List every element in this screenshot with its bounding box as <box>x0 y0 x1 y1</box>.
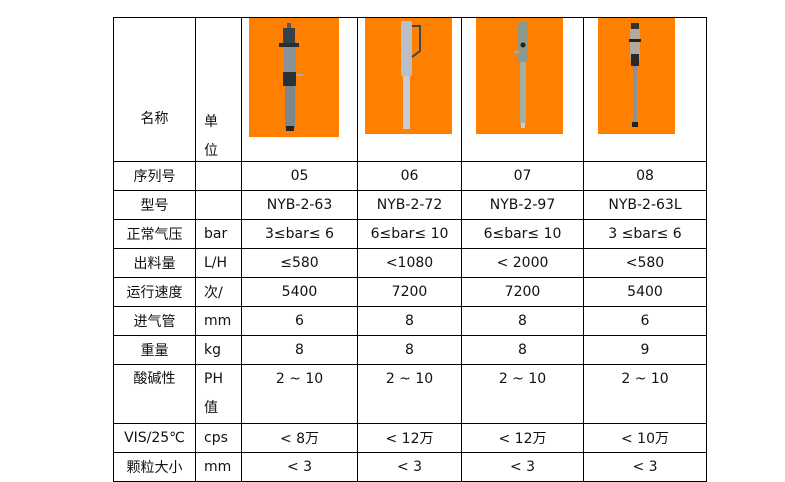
row-unit: bar <box>195 219 242 249</box>
table-row: 颗粒大小 mm < 3 < 3 < 3 < 3 <box>113 452 707 482</box>
row-value: NYB-2-72 <box>357 190 462 220</box>
row-unit: mm <box>195 306 242 336</box>
air-pump-07-photo <box>476 18 563 134</box>
row-value: 8 <box>241 335 358 365</box>
row-unit-text-2: 值 <box>204 400 218 416</box>
table-header-row: 名称 单位 <box>113 17 707 162</box>
row-value: 2 ~ 10 <box>357 364 462 424</box>
header-unit-2: 位 <box>204 143 218 159</box>
row-name: 出料量 <box>113 248 196 278</box>
header-name-cell: 名称 <box>113 17 196 162</box>
row-name: 颗粒大小 <box>113 452 196 482</box>
row-value: < 3 <box>461 452 584 482</box>
row-unit: mm <box>195 452 242 482</box>
table-row: 酸碱性 PH 值 2 ~ 10 2 ~ 10 2 ~ 10 2 ~ 10 <box>113 364 707 424</box>
row-name: 重量 <box>113 335 196 365</box>
table-row: 进气管 mm 6 8 8 6 <box>113 306 707 336</box>
product-image-cell <box>357 17 462 162</box>
header-unit-1: 单 <box>204 114 218 130</box>
row-unit-text: mm <box>204 459 232 475</box>
row-unit-text: kg <box>204 342 221 358</box>
row-value: <580 <box>583 248 707 278</box>
row-value: < 2000 <box>461 248 584 278</box>
row-unit-text: bar <box>204 226 228 242</box>
row-value: 5400 <box>583 277 707 307</box>
row-value: 8 <box>357 306 462 336</box>
row-name: 型号 <box>113 190 196 220</box>
air-pump-06-photo <box>365 18 452 134</box>
row-value: < 3 <box>241 452 358 482</box>
air-pump-08-photo <box>598 18 675 134</box>
table-row: 重量 kg 8 8 8 9 <box>113 335 707 365</box>
row-name: 序列号 <box>113 161 196 191</box>
table-row: 出料量 L/H ≤580 <1080 < 2000 <580 <box>113 248 707 278</box>
row-name: VIS/25℃ <box>113 423 196 453</box>
table-row: 序列号 05 06 07 08 <box>113 161 707 191</box>
row-unit-text: mm <box>204 313 232 329</box>
row-unit-text: PH <box>204 371 223 387</box>
row-name: 进气管 <box>113 306 196 336</box>
row-value: 7200 <box>357 277 462 307</box>
header-unit-cell: 单位 <box>195 17 242 162</box>
row-name: 正常气压 <box>113 219 196 249</box>
row-value: 6 <box>583 306 707 336</box>
row-unit-text: L/H <box>204 255 228 271</box>
row-value: 6 <box>241 306 358 336</box>
table-row: 运行速度 次/5400 7200 7200 5400 <box>113 277 707 307</box>
row-name: 酸碱性 <box>113 364 196 424</box>
row-name: 运行速度 <box>113 277 196 307</box>
row-value: 2 ~ 10 <box>461 364 584 424</box>
row-unit-text: 次/ <box>204 285 223 301</box>
table-row: 型号 NYB-2-63 NYB-2-72 NYB-2-97 NYB-2-63L <box>113 190 707 220</box>
row-value: < 3 <box>357 452 462 482</box>
row-value: 3≤bar≤ 6 <box>241 219 358 249</box>
row-unit <box>195 190 242 220</box>
row-value: 6≤bar≤ 10 <box>461 219 584 249</box>
row-unit: PH 值 <box>195 364 242 424</box>
row-value: 06 <box>357 161 462 191</box>
row-value: 8 <box>357 335 462 365</box>
row-value: 8 <box>461 306 584 336</box>
row-value: < 10万 <box>583 423 707 453</box>
row-value: NYB-2-63 <box>241 190 358 220</box>
row-value: NYB-2-63L <box>583 190 707 220</box>
table-row: 正常气压 bar 3≤bar≤ 6 6≤bar≤ 10 6≤bar≤ 10 3 ≤bar≤… <box>113 219 707 249</box>
header-name: 名称 <box>140 111 169 127</box>
product-image-cell <box>241 17 358 162</box>
row-unit: 次/ <box>195 277 242 307</box>
row-value: <1080 <box>357 248 462 278</box>
row-value: 07 <box>461 161 584 191</box>
row-unit: L/H <box>195 248 242 278</box>
product-image-cell <box>583 17 707 162</box>
row-value: 6≤bar≤ 10 <box>357 219 462 249</box>
row-value: 2 ~ 10 <box>241 364 358 424</box>
row-unit: kg <box>195 335 242 365</box>
row-value: 05 <box>241 161 358 191</box>
row-value: 5400 <box>241 277 358 307</box>
row-value: ≤580 <box>241 248 358 278</box>
row-value: 2 ~ 10 <box>583 364 707 424</box>
row-value: < 3 <box>583 452 707 482</box>
row-value: NYB-2-97 <box>461 190 584 220</box>
row-value: 08 <box>583 161 707 191</box>
row-value: 8 <box>461 335 584 365</box>
row-value: < 12万 <box>357 423 462 453</box>
row-value: 3 ≤bar≤ 6 <box>583 219 707 249</box>
product-image-cell <box>461 17 584 162</box>
row-value: 7200 <box>461 277 584 307</box>
row-unit: cps <box>195 423 242 453</box>
product-spec-table: 名称 单位 <box>113 17 707 482</box>
row-unit-text: cps <box>204 430 228 446</box>
row-value: < 12万 <box>461 423 584 453</box>
row-value: < 8万 <box>241 423 358 453</box>
air-pump-05-photo <box>249 18 339 137</box>
table-row: VIS/25℃ cps < 8万 < 12万 < 12万 < 10万 <box>113 423 707 453</box>
row-value: 9 <box>583 335 707 365</box>
row-unit <box>195 161 242 191</box>
